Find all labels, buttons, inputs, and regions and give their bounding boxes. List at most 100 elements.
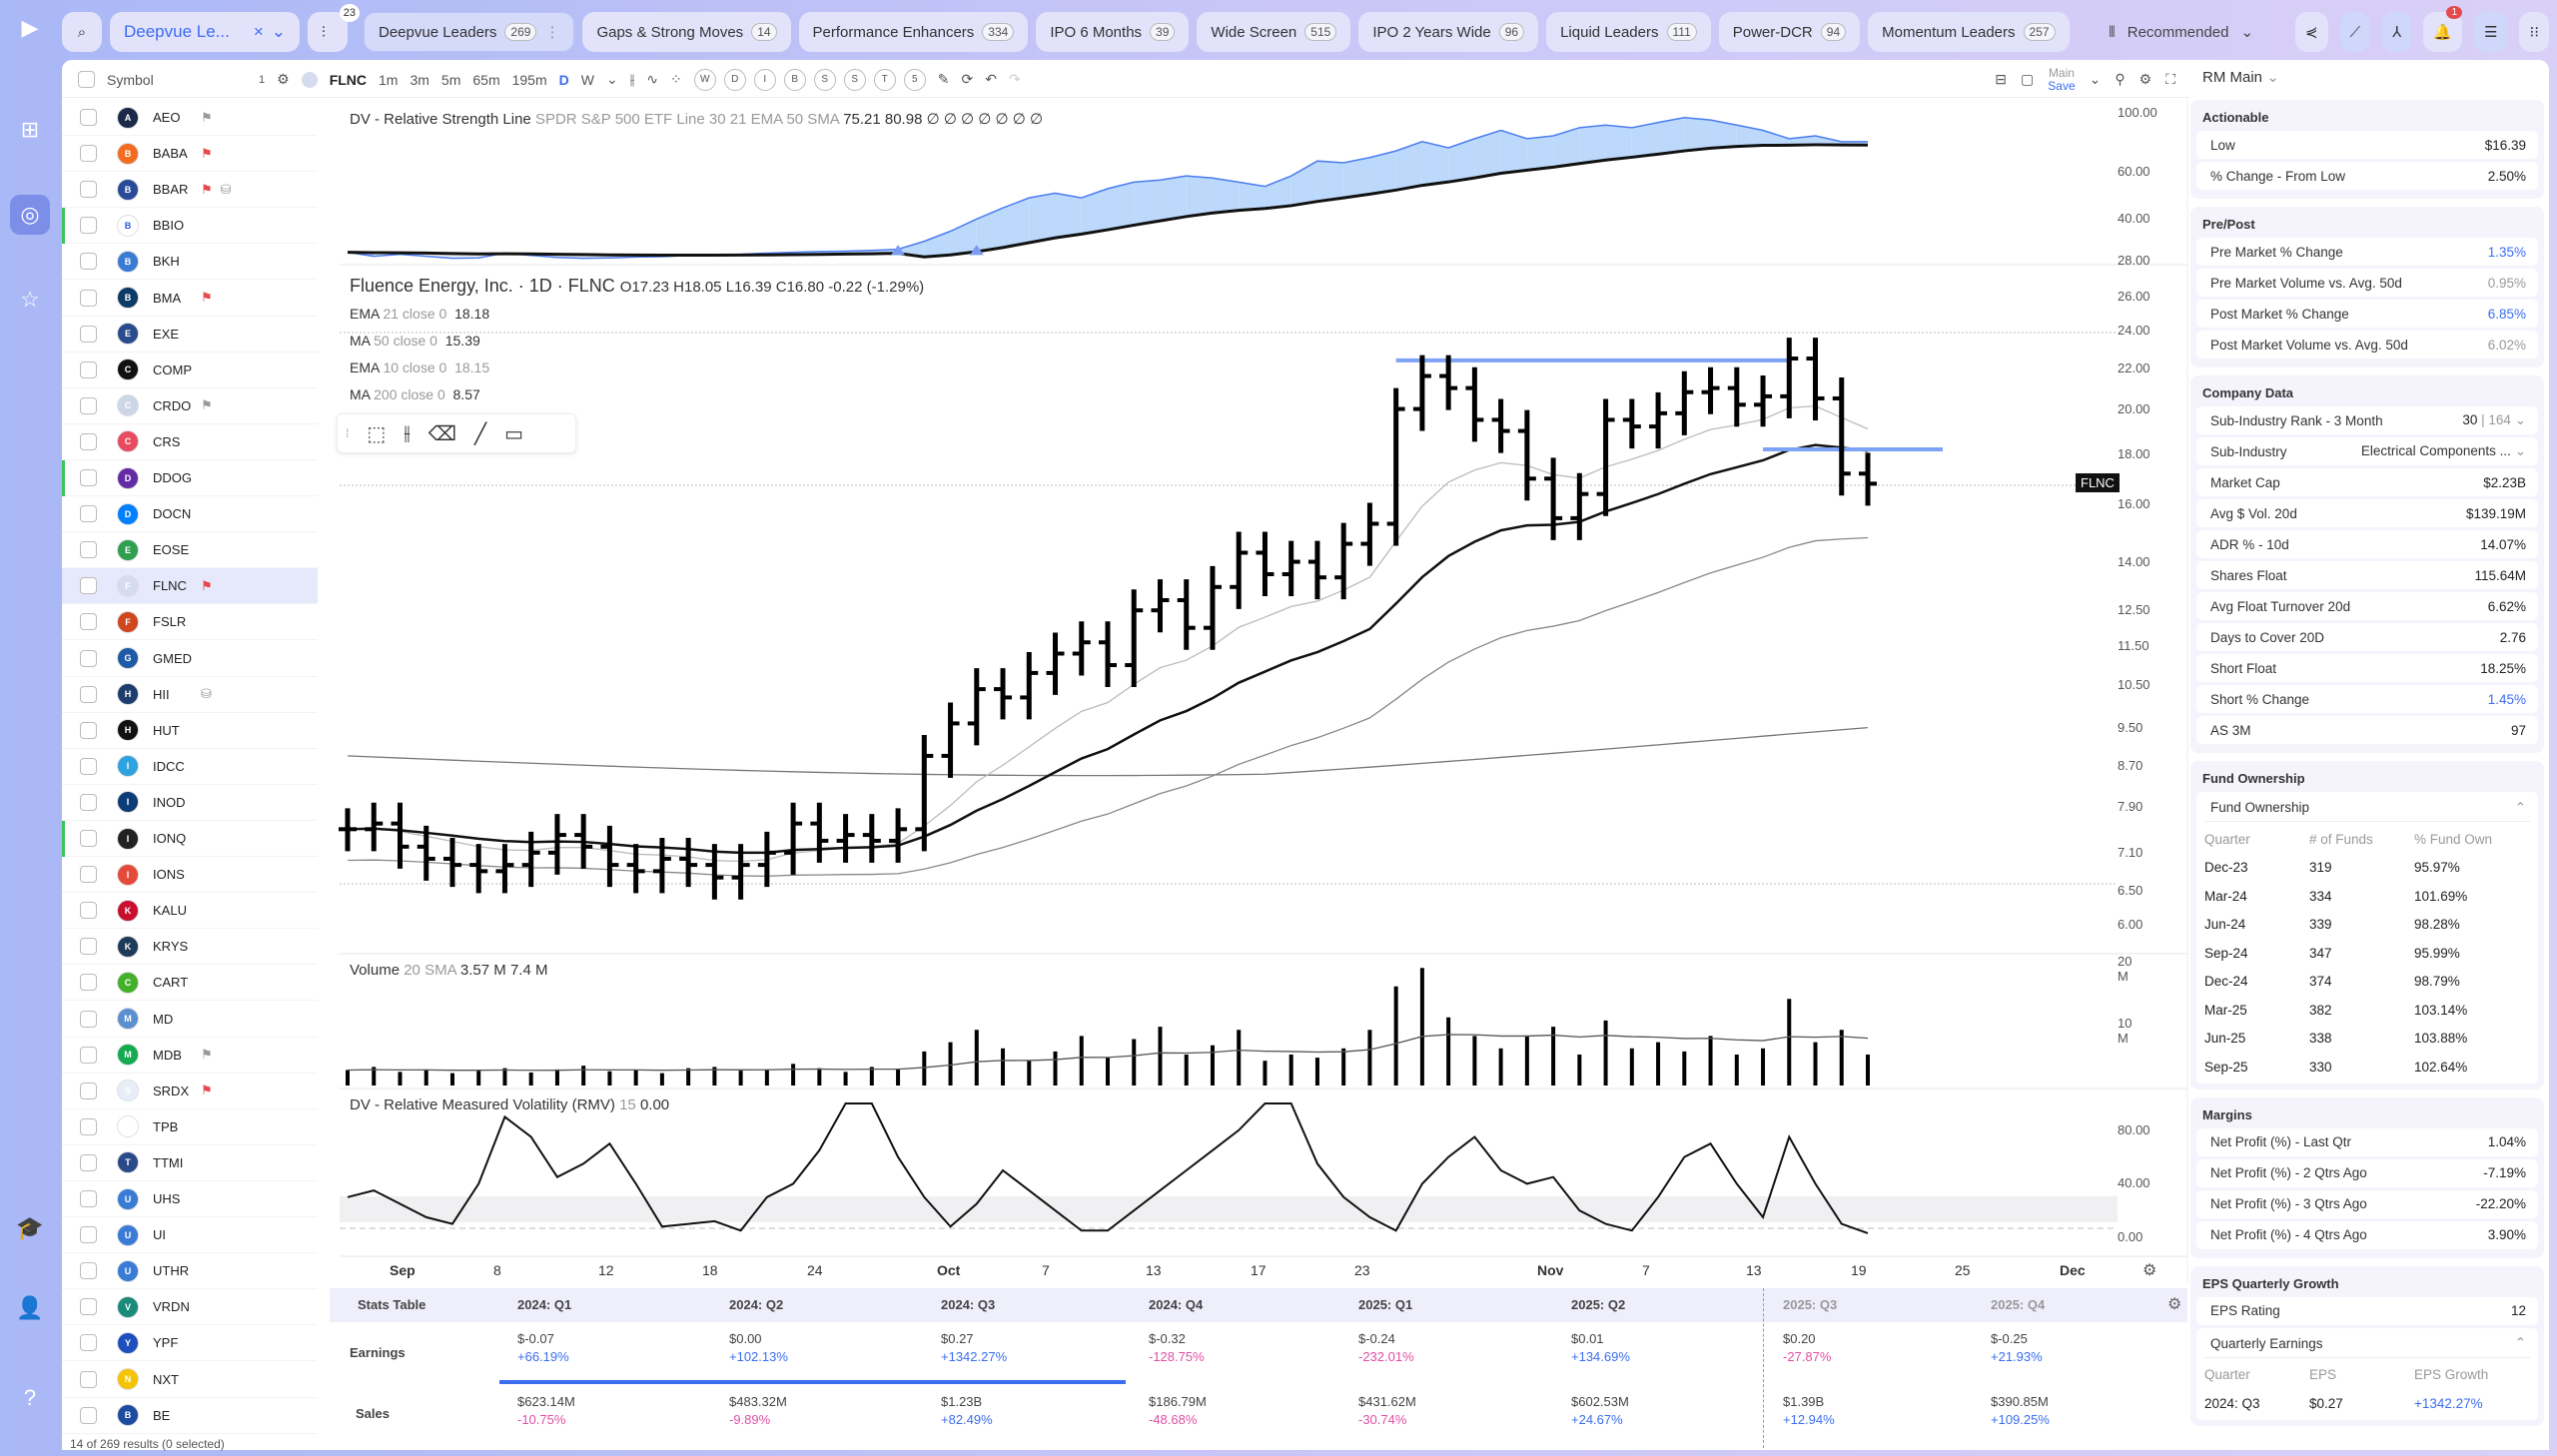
list-item[interactable]: A AEO ⚑ (62, 100, 318, 136)
marker-toggle[interactable]: B (783, 68, 806, 91)
template-icon[interactable]: ▢ (2021, 71, 2035, 87)
save-button[interactable]: Save (2048, 78, 2076, 93)
list-item[interactable]: U UTHR (62, 1253, 318, 1290)
refresh-icon[interactable]: ⟳ (961, 71, 974, 87)
list-item[interactable]: K KRYS (62, 929, 318, 966)
list-item[interactable]: C CRDO ⚑ (62, 388, 318, 424)
list-item[interactable]: S SRDX ⚑ (62, 1074, 318, 1109)
list-item[interactable]: C COMP (62, 353, 318, 388)
row-checkbox[interactable] (80, 1190, 97, 1207)
flag-icon[interactable]: ⚑ (201, 109, 213, 125)
eraser-icon[interactable]: ⌫ (427, 422, 457, 445)
sub-industry-row[interactable]: Sub-Industry Electrical Components ... ⌄ (2196, 437, 2538, 465)
list-item[interactable]: B BE (62, 1398, 318, 1434)
education-icon[interactable]: 🎓 (16, 1215, 44, 1240)
list-item[interactable]: U UI (62, 1217, 318, 1254)
tab-ipo-2-years-wide[interactable]: IPO 2 Years Wide 96 (1358, 12, 1539, 52)
sort-select[interactable]: Recommended (2127, 23, 2229, 41)
flag-icon[interactable]: ⚑ (201, 145, 213, 161)
settings-icon[interactable]: ⚙ (277, 71, 290, 87)
list-item[interactable]: M MD (62, 1002, 318, 1038)
list-item[interactable]: K KALU (62, 893, 318, 930)
row-checkbox[interactable] (80, 649, 97, 667)
tab-power-dcr[interactable]: Power-DCR 94 (1718, 12, 1861, 52)
row-checkbox[interactable] (80, 1226, 97, 1244)
axis-settings-icon[interactable]: ⚙ (2142, 1262, 2157, 1279)
list-item[interactable]: B BBIO (62, 207, 318, 245)
share-icon[interactable]: ⋞ (2295, 12, 2328, 52)
row-checkbox[interactable] (80, 974, 97, 992)
clear-icon[interactable]: × (253, 22, 264, 41)
row-checkbox[interactable] (80, 361, 97, 378)
row-checkbox[interactable] (80, 613, 97, 631)
row-checkbox[interactable] (80, 577, 97, 595)
compare-icon[interactable]: ∿ (646, 71, 658, 87)
snapshot-icon[interactable]: ⊟ (1995, 71, 2008, 87)
row-checkbox[interactable] (80, 902, 97, 920)
row-checkbox[interactable] (80, 685, 97, 703)
tab-wide-screen[interactable]: Wide Screen 515 (1197, 12, 1351, 52)
fullscreen-icon[interactable]: ⛶ (2165, 71, 2175, 87)
fund-ownership-toggle[interactable]: Fund Ownership ⌃ (2204, 794, 2530, 822)
draw-icon[interactable]: ✎ (937, 71, 950, 87)
row-checkbox[interactable] (80, 109, 97, 126)
list-item[interactable]: N NXT (62, 1362, 318, 1398)
row-checkbox[interactable] (80, 505, 97, 523)
more-icon[interactable]: ⋮ (544, 24, 560, 41)
chevron-down-icon[interactable]: ⌄ (2089, 71, 2102, 87)
list-item[interactable]: M MDB ⚑ (62, 1038, 318, 1074)
marker-toggle[interactable]: T (873, 68, 896, 91)
list-view-icon[interactable]: ☰ (2474, 12, 2508, 52)
tab-ipo-6-months[interactable]: IPO 6 Months 39 (1036, 12, 1190, 52)
marker-toggle[interactable]: W (693, 68, 716, 91)
flag-icon[interactable]: ⚑ (201, 1047, 213, 1063)
list-item[interactable]: D DDOG (62, 459, 318, 496)
list-item[interactable]: B BABA ⚑ (62, 136, 318, 173)
row-checkbox[interactable] (80, 1334, 97, 1352)
row-checkbox[interactable] (80, 1046, 97, 1064)
watchlist-select[interactable]: Deepvue Le... × ⌄ (110, 12, 300, 52)
bell-icon[interactable]: 🔔 1 (2423, 6, 2462, 52)
flag-icon[interactable]: ⚑ (201, 577, 213, 593)
user-icon[interactable]: 👤 (16, 1295, 44, 1320)
row-checkbox[interactable] (80, 866, 97, 884)
list-item[interactable]: D DOCN (62, 496, 318, 533)
help-icon[interactable]: ? (23, 1385, 37, 1410)
interval-D[interactable]: D (558, 71, 569, 88)
interval-W[interactable]: W (580, 71, 594, 88)
comment-icon[interactable]: ▭ (504, 422, 523, 445)
list-item[interactable]: B BMA ⚑ (62, 281, 318, 317)
row-checkbox[interactable] (80, 1262, 97, 1280)
interval-1m[interactable]: 1m (379, 71, 399, 88)
panel-select[interactable]: RM Main ⌄ (2202, 68, 2279, 86)
radar-icon[interactable]: ◎ (10, 195, 50, 235)
tab-performance-enhancers[interactable]: Performance Enhancers 334 (798, 12, 1029, 52)
row-checkbox[interactable] (80, 145, 97, 163)
indicator-icon[interactable]: ⫲ (629, 71, 635, 87)
layout-icon[interactable]: ⁘ (670, 71, 682, 87)
list-item[interactable]: I IONS (62, 857, 318, 894)
interval-195m[interactable]: 195m (511, 71, 547, 88)
list-item[interactable]: I IDCC (62, 749, 318, 785)
list-item[interactable]: B BBAR ⚑ ⛁ (62, 172, 318, 209)
list-item[interactable]: Y YPF (62, 1325, 318, 1362)
list-item[interactable]: H HUT (62, 713, 318, 749)
layout-name[interactable]: Main (2048, 65, 2075, 80)
interval-5m[interactable]: 5m (440, 71, 461, 88)
row-checkbox[interactable] (80, 1117, 97, 1135)
sub-industry-rank-row[interactable]: Sub-Industry Rank - 3 Month 30 | 164 ⌄ (2196, 406, 2538, 434)
star-icon[interactable]: ☆ (20, 287, 40, 312)
row-checkbox[interactable] (80, 757, 97, 775)
network-icon[interactable]: ⅄ (2382, 12, 2412, 52)
marker-toggle[interactable]: I (753, 68, 776, 91)
row-checkbox[interactable] (80, 830, 97, 847)
select-all-checkbox[interactable] (78, 71, 95, 88)
list-item[interactable]: C CRS (62, 424, 318, 460)
row-checkbox[interactable] (80, 1082, 97, 1099)
marker-toggle[interactable]: D (723, 68, 746, 91)
list-item[interactable]: V VRDN (62, 1289, 318, 1326)
chart-view-icon[interactable]: ⟋ (2339, 12, 2371, 52)
row-checkbox[interactable] (80, 1406, 97, 1424)
flag-icon[interactable]: ⚑ (201, 181, 213, 197)
row-checkbox[interactable] (80, 1010, 97, 1028)
